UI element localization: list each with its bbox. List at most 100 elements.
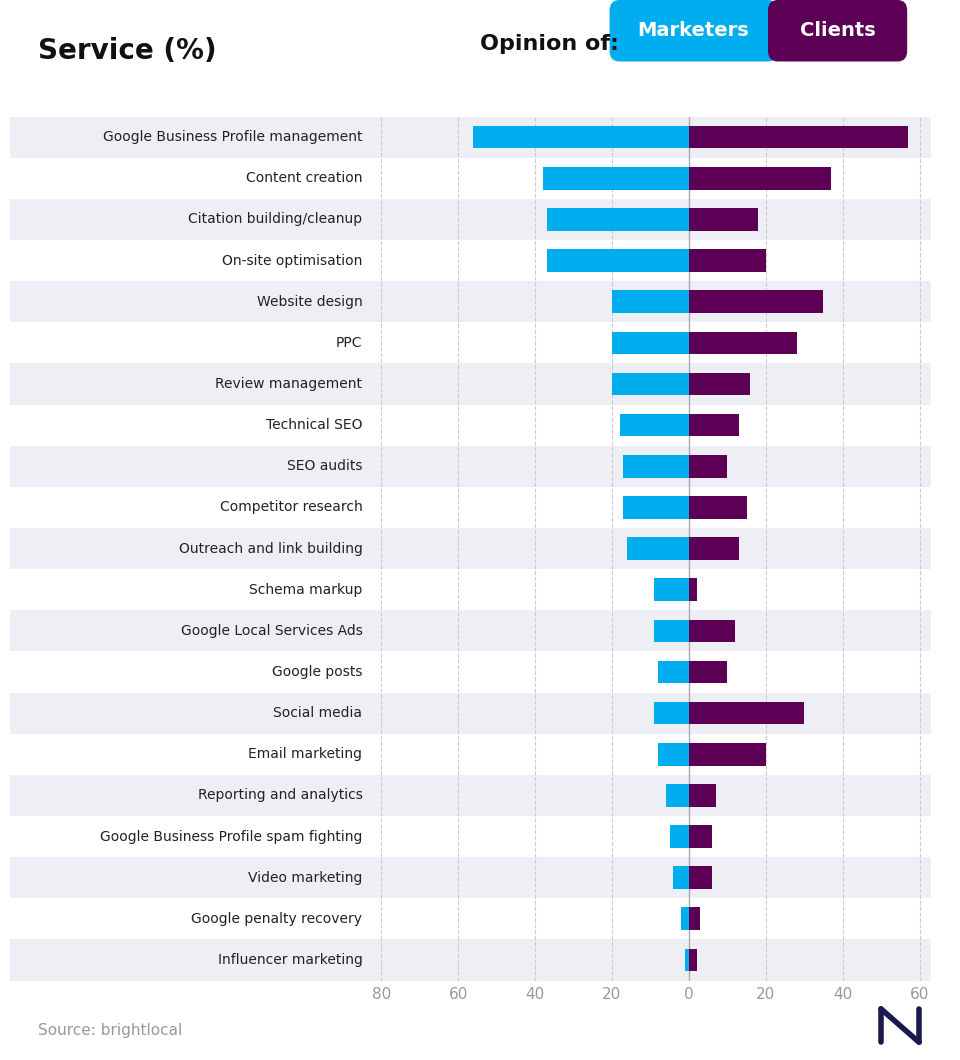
FancyBboxPatch shape [768,0,907,61]
Text: Opinion of:: Opinion of: [480,34,619,54]
Bar [689,784,716,807]
Bar [542,167,689,190]
Text: Email marketing: Email marketing [249,747,363,761]
Bar [10,199,370,240]
Text: Clients: Clients [800,21,876,40]
Text: Schema markup: Schema markup [249,583,363,597]
Text: Technical SEO: Technical SEO [266,418,363,432]
Bar [659,743,689,765]
Bar [10,117,370,158]
Text: Google Local Services Ads: Google Local Services Ads [180,624,363,638]
Bar [689,373,751,395]
Text: Service (%): Service (%) [38,37,217,65]
Bar [370,528,931,569]
Bar [10,487,370,528]
Text: Marketers: Marketers [637,21,750,40]
Bar [689,167,831,190]
Bar [689,413,739,437]
Bar [682,907,689,930]
Text: On-site optimisation: On-site optimisation [222,253,363,267]
Bar [689,455,728,478]
Bar [689,619,735,642]
Bar [473,126,689,148]
Text: Review management: Review management [215,377,363,391]
Bar [370,487,931,528]
Bar [370,939,931,980]
Bar [370,405,931,445]
Bar [10,898,370,939]
Bar [370,816,931,858]
Text: Citation building/cleanup: Citation building/cleanup [188,212,363,227]
Text: Google penalty recovery: Google penalty recovery [191,912,363,925]
Bar [370,611,931,652]
Text: Marketers: Marketers [637,21,750,40]
Bar [689,702,804,724]
Bar [689,208,758,231]
Text: Google Business Profile spam fighting: Google Business Profile spam fighting [100,830,363,844]
Text: Google Business Profile management: Google Business Profile management [103,130,363,144]
Bar [612,332,689,354]
Text: PPC: PPC [336,336,363,350]
Bar [655,579,689,601]
Bar [689,660,728,684]
Bar [689,290,824,313]
Bar [689,825,712,848]
Bar [10,734,370,775]
Text: Source: brightlocal: Source: brightlocal [38,1023,182,1038]
Bar [370,569,931,611]
Bar [10,939,370,980]
Text: Video marketing: Video marketing [248,870,363,885]
Text: Competitor research: Competitor research [220,500,363,514]
Bar [10,364,370,405]
Bar [623,496,689,518]
Bar [655,702,689,724]
Bar [655,619,689,642]
Bar [689,907,701,930]
Bar [612,290,689,313]
Bar [370,240,931,281]
Text: Website design: Website design [256,295,363,308]
Text: Social media: Social media [274,706,363,720]
Bar [370,117,931,158]
Bar [685,949,689,971]
Text: Reporting and analytics: Reporting and analytics [198,789,363,802]
Text: Content creation: Content creation [246,172,363,185]
Bar [10,858,370,898]
Bar [370,858,931,898]
Bar [370,322,931,364]
Text: Clients: Clients [800,21,876,40]
Text: Google posts: Google posts [272,665,363,679]
Bar [546,208,689,231]
Bar [10,405,370,445]
Bar [689,249,766,272]
Text: Influencer marketing: Influencer marketing [218,953,363,967]
Bar [10,158,370,199]
Bar [370,775,931,816]
Bar [10,652,370,692]
Bar [10,692,370,734]
Bar [689,866,712,889]
Bar [659,660,689,684]
Bar [370,734,931,775]
Bar [10,816,370,858]
Bar [689,496,747,518]
Bar [370,652,931,692]
Bar [370,445,931,487]
Bar [10,281,370,322]
FancyBboxPatch shape [610,0,778,61]
Bar [10,445,370,487]
Bar [10,528,370,569]
Bar [370,158,931,199]
Bar [689,743,766,765]
Bar [10,322,370,364]
Bar [689,537,739,560]
Bar [670,825,689,848]
Bar [689,579,697,601]
Bar [370,898,931,939]
Bar [666,784,689,807]
Bar [370,692,931,734]
Bar [627,537,689,560]
Text: SEO audits: SEO audits [287,459,363,473]
Bar [10,775,370,816]
Bar [10,240,370,281]
